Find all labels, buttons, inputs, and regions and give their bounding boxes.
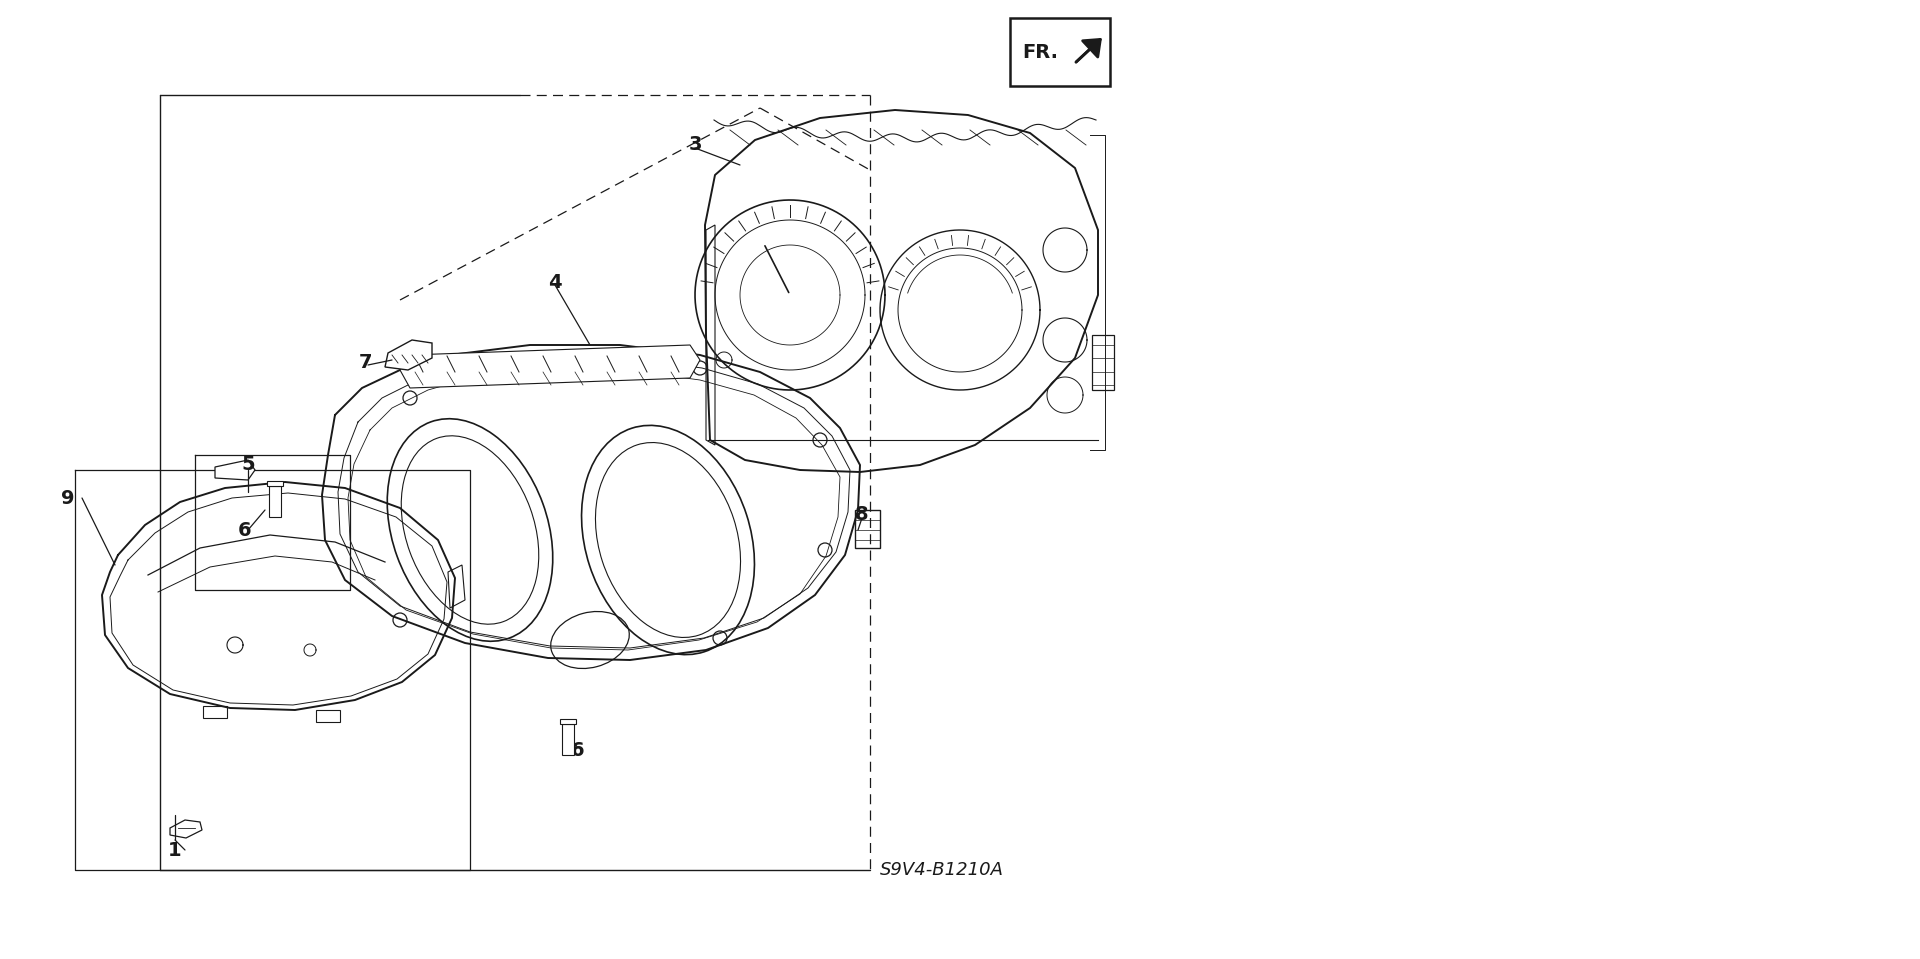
Bar (317, 710, 340, 722)
Bar (561, 719, 576, 724)
Text: 3: 3 (687, 135, 701, 154)
Text: 8: 8 (854, 505, 870, 525)
Text: 6: 6 (238, 521, 252, 540)
Bar (854, 510, 879, 548)
Bar (267, 481, 282, 486)
Polygon shape (215, 460, 255, 480)
Bar (204, 706, 227, 718)
FancyArrowPatch shape (1075, 39, 1100, 62)
Text: 7: 7 (359, 353, 372, 371)
Text: FR.: FR. (1021, 42, 1058, 61)
Text: 4: 4 (549, 272, 563, 292)
Bar (1092, 335, 1114, 390)
Polygon shape (386, 340, 432, 370)
Text: 6: 6 (570, 740, 586, 760)
Bar (269, 486, 280, 517)
Polygon shape (171, 820, 202, 838)
Text: S9V4-B1210A: S9V4-B1210A (879, 861, 1004, 879)
Polygon shape (399, 345, 701, 388)
Text: 1: 1 (169, 840, 182, 859)
Bar (563, 724, 574, 755)
Text: 9: 9 (61, 488, 75, 507)
Text: 5: 5 (242, 456, 255, 475)
Bar (1010, 18, 1110, 86)
